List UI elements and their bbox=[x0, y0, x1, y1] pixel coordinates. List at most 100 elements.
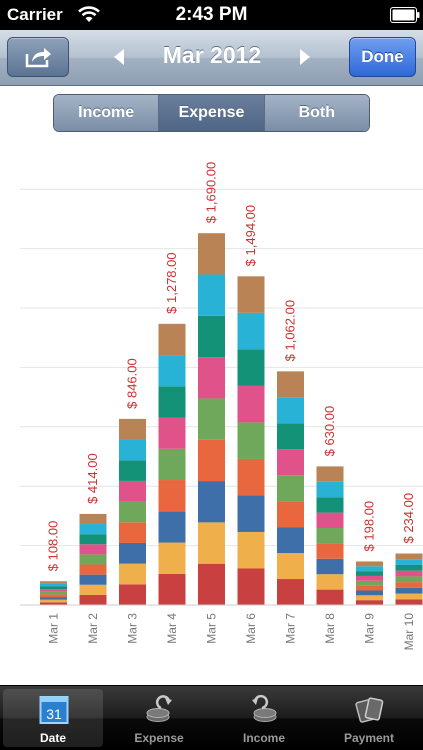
category-label: Mar 1 bbox=[47, 613, 61, 644]
bar-segment bbox=[237, 385, 265, 423]
month-title: Mar 2012 bbox=[162, 42, 262, 68]
bar-segment bbox=[316, 481, 344, 498]
bar-segment bbox=[277, 501, 304, 528]
bar-segment bbox=[79, 594, 107, 605]
bar-3[interactable] bbox=[119, 418, 146, 605]
bar-segment bbox=[158, 417, 186, 449]
bar-segment bbox=[198, 315, 225, 358]
bar-segment bbox=[395, 593, 423, 600]
bar-segment bbox=[79, 564, 107, 575]
bar-segment bbox=[40, 591, 67, 595]
segment-income[interactable]: Income bbox=[54, 95, 160, 131]
bar-segment bbox=[237, 276, 265, 313]
tab-expense[interactable]: Expense bbox=[109, 689, 209, 747]
bar-segment bbox=[356, 600, 383, 605]
nav-bar: Mar 2012 Done bbox=[0, 30, 423, 86]
bar-segment bbox=[198, 274, 225, 316]
bar-segment bbox=[316, 512, 344, 528]
bar-segment bbox=[79, 544, 107, 555]
bar-5[interactable] bbox=[198, 233, 225, 605]
bar-segment bbox=[40, 583, 67, 587]
bar-segment bbox=[158, 355, 186, 387]
bar-segment bbox=[356, 585, 383, 591]
bar-segment bbox=[277, 579, 304, 605]
done-button[interactable]: Done bbox=[349, 37, 416, 77]
tab-payment[interactable]: Payment bbox=[319, 689, 419, 747]
category-label: Mar 9 bbox=[363, 613, 377, 644]
bar-7[interactable] bbox=[277, 371, 304, 605]
bar-segment bbox=[356, 595, 383, 601]
bar-8[interactable] bbox=[316, 466, 344, 605]
bar-segment bbox=[395, 599, 423, 605]
bar-segment bbox=[79, 534, 107, 545]
next-month-arrow-icon[interactable] bbox=[296, 46, 314, 68]
bar-segment bbox=[198, 233, 225, 275]
bar-total-label: $ 846.00 bbox=[125, 358, 140, 409]
bar-segment bbox=[395, 587, 423, 594]
carrier-name: Carrier bbox=[7, 5, 63, 24]
bar-segment bbox=[198, 522, 225, 564]
previous-month-arrow-icon[interactable] bbox=[110, 46, 128, 68]
bar-segment bbox=[395, 559, 423, 565]
bar-segment bbox=[277, 527, 304, 554]
bar-segment bbox=[198, 439, 225, 482]
bar-total-label: $ 234.00 bbox=[401, 493, 416, 544]
bar-segment bbox=[158, 511, 186, 543]
bar-segment bbox=[158, 542, 186, 574]
bar-segment bbox=[395, 576, 423, 583]
bar-segment bbox=[395, 553, 423, 560]
coins-out-icon bbox=[146, 695, 172, 722]
bar-segment bbox=[356, 575, 383, 581]
cards-icon bbox=[355, 697, 384, 723]
status-bar: Carrier 2:43 PM bbox=[0, 0, 423, 30]
bar-segment bbox=[316, 528, 344, 544]
bar-segment bbox=[79, 574, 107, 585]
segment-both[interactable]: Both bbox=[264, 95, 369, 131]
bar-total-label: $ 414.00 bbox=[85, 453, 100, 504]
calendar-icon: 31 bbox=[39, 696, 69, 724]
bar-segment bbox=[119, 584, 146, 605]
bar-segment bbox=[316, 589, 344, 605]
bar-total-label: $ 630.00 bbox=[322, 406, 337, 457]
tab-expense-label: Expense bbox=[134, 731, 184, 745]
bar-total-label: $ 108.00 bbox=[46, 521, 61, 572]
bar-segment bbox=[119, 460, 146, 481]
bar-segment bbox=[198, 481, 225, 523]
expense-chart: $ 108.00 Mar 1 $ 414.00 Mar 2 $ 846.00 Mar 3 $… bbox=[0, 140, 423, 685]
bar-segment bbox=[158, 323, 186, 356]
bar-segment bbox=[40, 602, 67, 605]
svg-text:31: 31 bbox=[46, 706, 62, 722]
category-label: Mar 8 bbox=[323, 613, 337, 644]
bar-segment bbox=[237, 422, 265, 459]
bar-segment bbox=[198, 357, 225, 399]
bar-4[interactable] bbox=[158, 323, 186, 605]
share-button[interactable] bbox=[7, 37, 69, 77]
bar-segment bbox=[198, 563, 225, 605]
bar-9[interactable] bbox=[356, 561, 383, 605]
category-label: Mar 4 bbox=[165, 613, 179, 644]
bar-segment bbox=[40, 599, 67, 603]
segment-expense[interactable]: Expense bbox=[159, 95, 265, 131]
bar-segment bbox=[40, 581, 67, 584]
bar-1[interactable] bbox=[40, 581, 67, 605]
bar-total-label: $ 1,494.00 bbox=[243, 205, 258, 266]
category-label: Mar 6 bbox=[244, 613, 258, 644]
bar-segment bbox=[158, 480, 186, 512]
bar-segment bbox=[79, 513, 107, 525]
bar-segment bbox=[356, 566, 383, 572]
tab-date[interactable]: 31 Date bbox=[3, 689, 103, 747]
bar-6[interactable] bbox=[237, 276, 265, 605]
share-icon bbox=[25, 48, 51, 68]
tab-income[interactable]: Income bbox=[214, 689, 314, 747]
bar-segment bbox=[40, 594, 67, 598]
bar-segment bbox=[237, 495, 265, 532]
bar-segment bbox=[277, 371, 304, 398]
bar-segment bbox=[356, 580, 383, 586]
bar-segment bbox=[316, 466, 344, 482]
bar-2[interactable] bbox=[79, 513, 107, 605]
category-label: Mar 10 bbox=[402, 613, 416, 651]
bar-segment bbox=[158, 386, 186, 418]
category-label: Mar 5 bbox=[205, 613, 219, 644]
bar-10[interactable] bbox=[395, 553, 423, 605]
